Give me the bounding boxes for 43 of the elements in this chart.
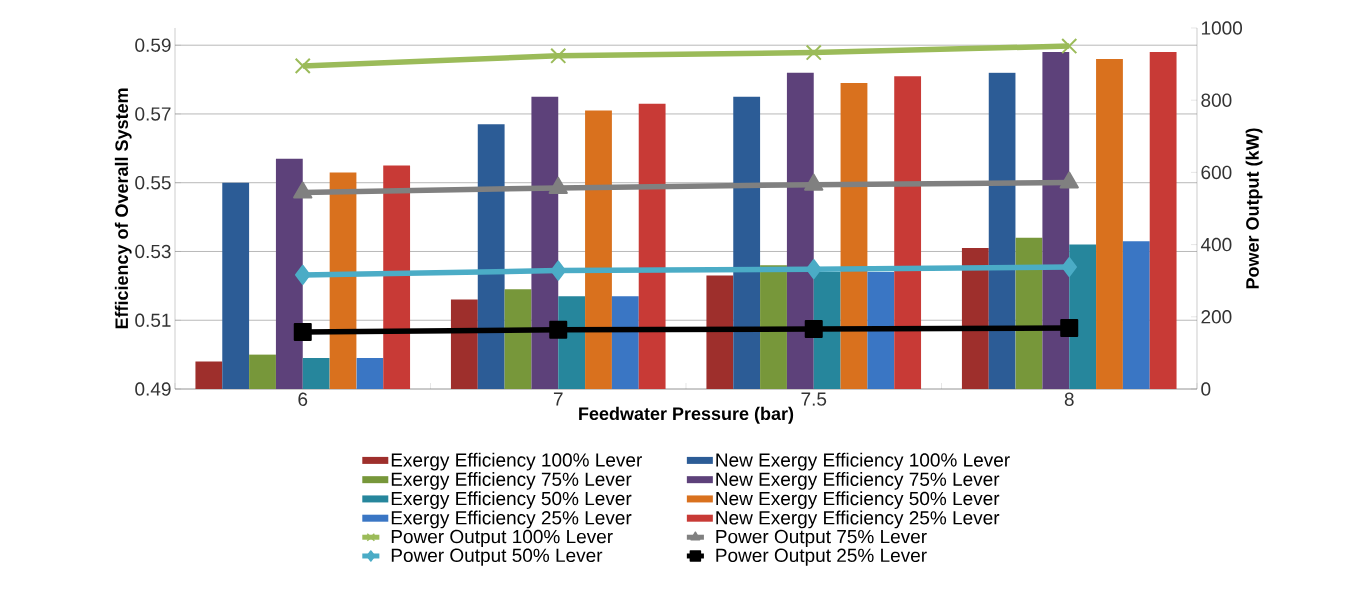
legend-label: New Exergy Efficiency 50% Lever [716,491,1000,509]
point [294,57,311,74]
y-tick-label: 0.59 [135,38,171,52]
point [549,320,568,339]
legend-label: New Exergy Efficiency 100% Lever [716,452,1010,471]
legend-label: New Exergy Efficiency 75% Lever [716,472,1000,490]
x-tick-label: 6 [298,392,308,406]
point [805,44,822,61]
legend-label: Exergy Efficiency 50% Lever [391,491,632,509]
y-tick-label: 0.55 [135,175,171,190]
y2-tick-label: 1000 [1201,21,1243,35]
x-tick-label: 7 [553,392,563,406]
y-axis-title: Efficiency of Overall System [114,88,132,329]
point [806,259,822,280]
y2-tick-label: 0 [1201,382,1211,396]
point [295,264,311,285]
y2-tick-label: 400 [1200,237,1232,252]
x-tick-label: 7.5 [801,392,827,406]
legend-label: Power Output 75% Lever [716,529,927,548]
legend-label: Exergy Efficiency 75% Lever [391,472,632,490]
legend-label: Power Output 100% Lever [391,529,613,548]
legend-label: Power Output 50% Lever [391,548,603,566]
y-tick-label: 0.57 [135,107,171,121]
y-tick-label: 0.51 [135,313,171,327]
x-axis-title: Feedwater Pressure (bar) [579,406,794,424]
point [1061,37,1078,55]
y2-tick-label: 600 [1201,165,1232,180]
y2-axis-title: Power Output (kW) [1245,128,1263,289]
point [804,320,823,339]
legend-label: Exergy Efficiency 100% Lever [391,452,642,471]
point [550,47,567,64]
x-tick-label: 8 [1064,392,1074,406]
y-tick-label: 0.53 [135,244,171,259]
point [1061,256,1077,277]
legend-label: New Exergy Efficiency 25% Lever [716,510,1000,529]
point [293,322,312,341]
point [550,260,566,281]
legend-label: Power Output 25% Lever [716,548,927,566]
legend-label: Exergy Efficiency 25% Lever [391,510,632,529]
y2-tick-label: 800 [1201,93,1232,107]
point [1060,318,1079,337]
y-tick-label: 0.49 [135,382,171,396]
y2-tick-label: 200 [1201,310,1232,324]
